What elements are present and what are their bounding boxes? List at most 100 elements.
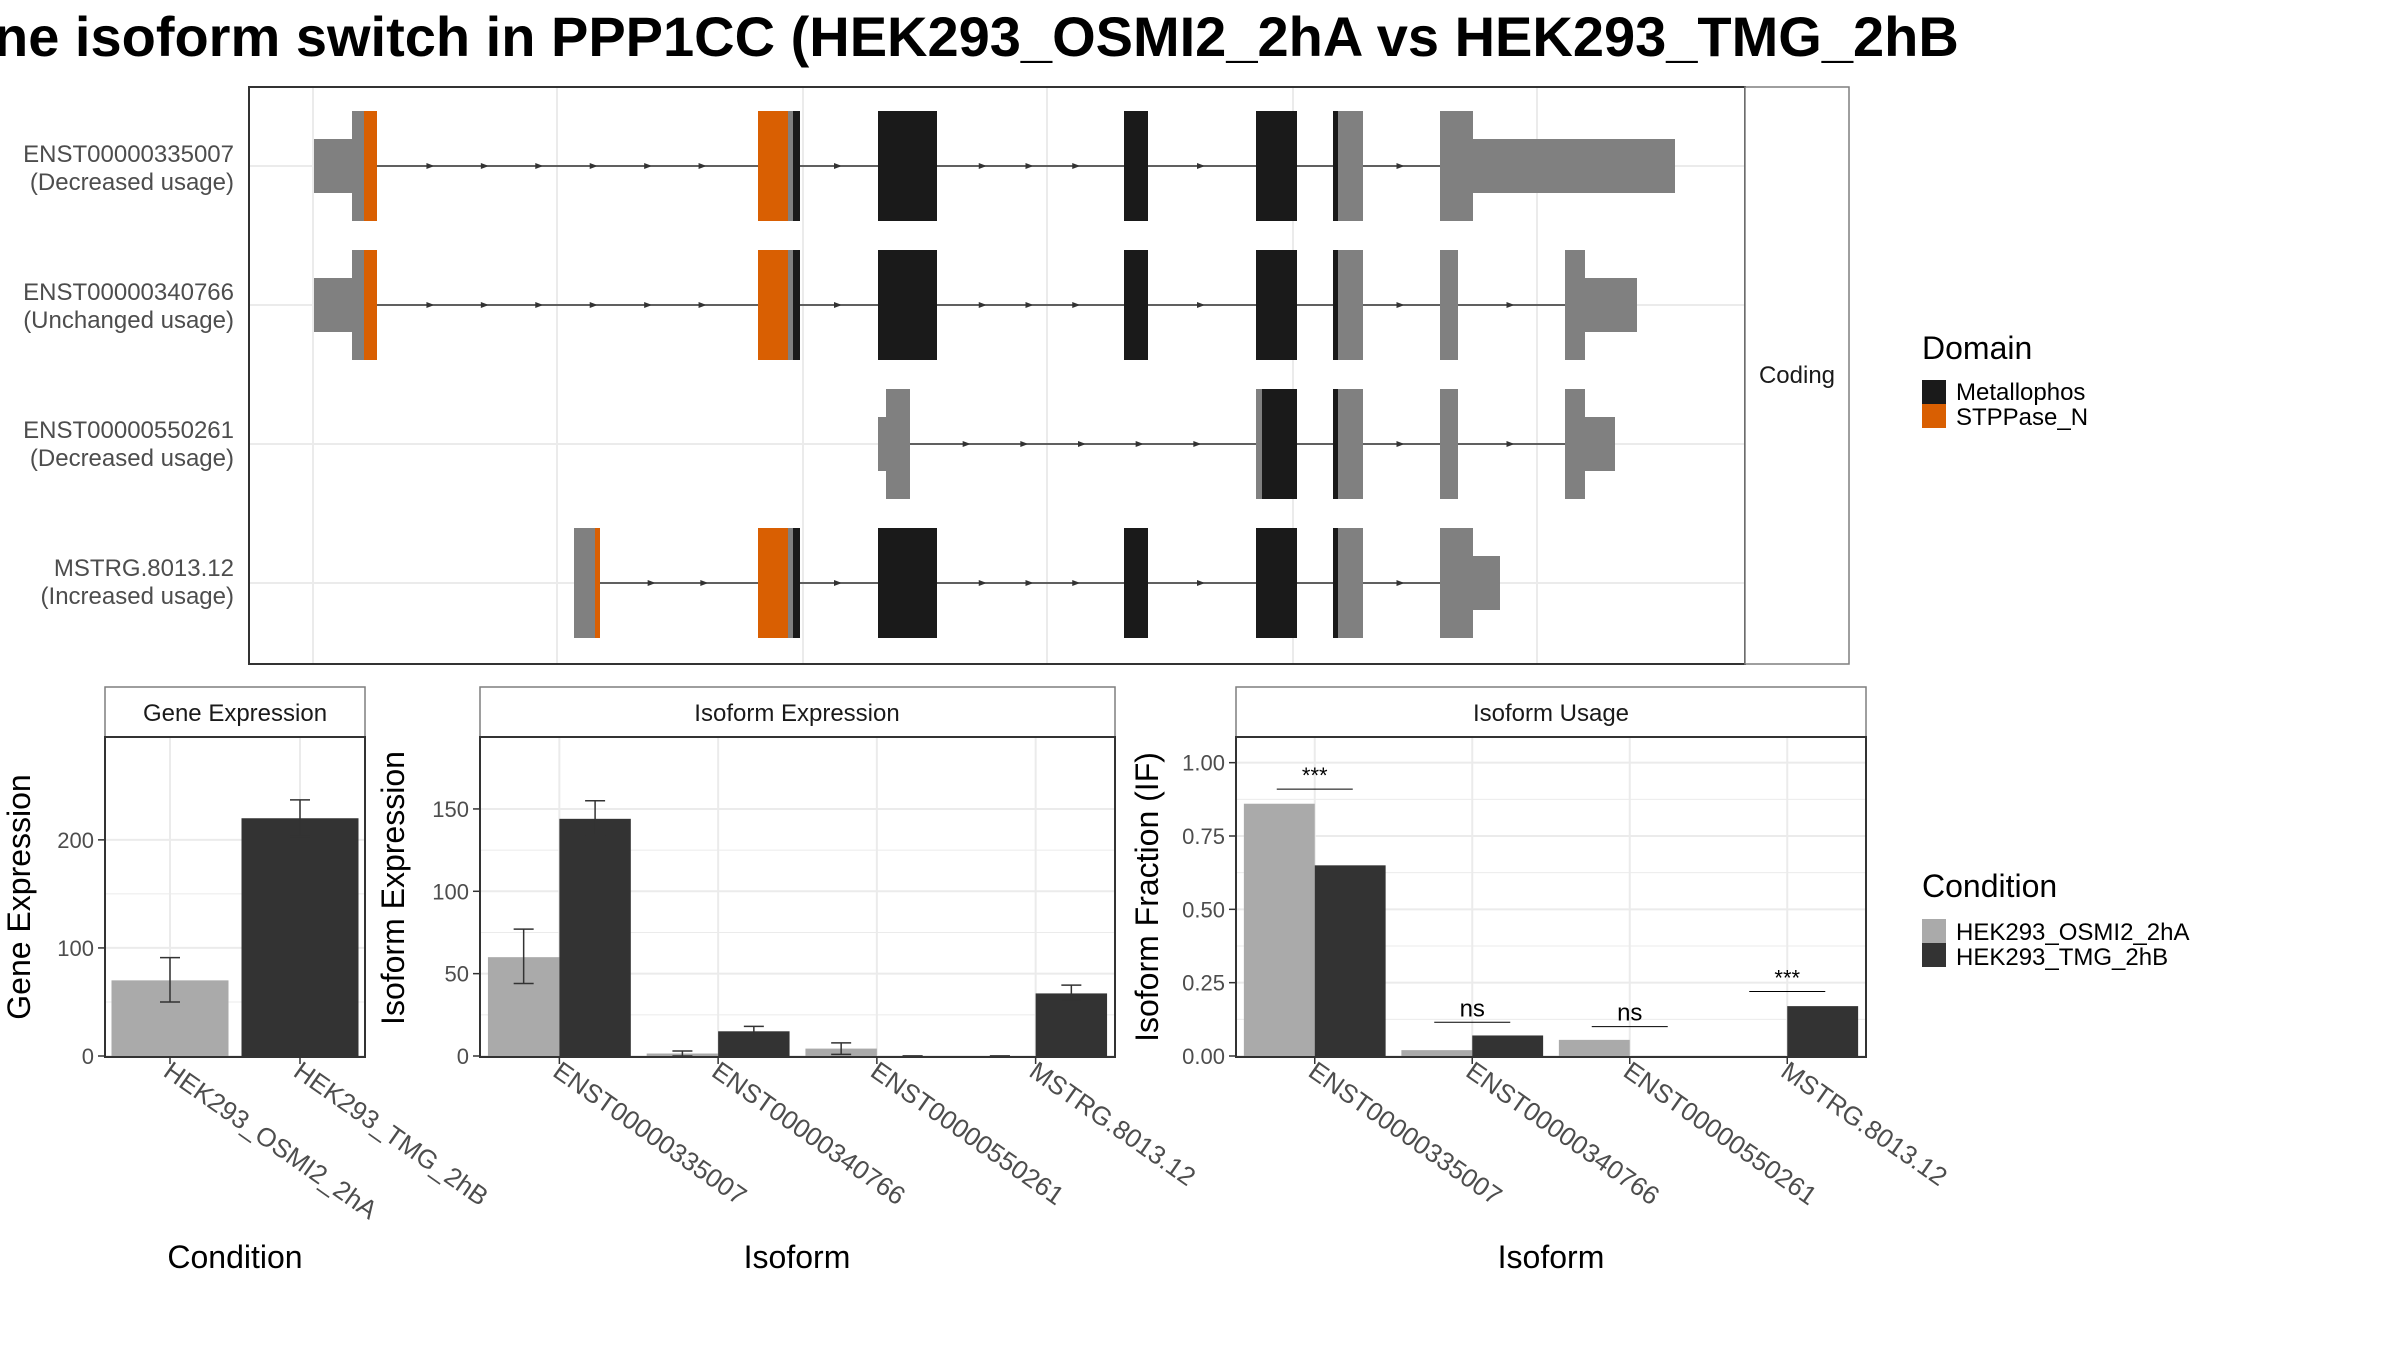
- chart-strip: [104, 686, 366, 738]
- gene-expression-chart: Gene Expression 0100200HEK293_OSMI2_2hAH…: [1, 686, 494, 1275]
- intron-arrow: [535, 302, 544, 308]
- domain-legend-title: Domain: [1922, 330, 2032, 366]
- facet-strip: [1744, 86, 1850, 665]
- legend-key-stppase: [1922, 404, 1946, 428]
- stppase-domain-block: [758, 528, 788, 638]
- y-axis-title: Isoform Fraction (IF): [1129, 752, 1165, 1042]
- metallophos-domain-block: [878, 250, 937, 360]
- figure-title: ne isoform switch in PPP1CC (HEK293_OSMI…: [0, 5, 1959, 68]
- chart-title: Isoform Usage: [1473, 700, 1629, 727]
- intron-arrow: [1506, 441, 1515, 447]
- intron-arrow: [698, 163, 707, 169]
- plot-border: [104, 736, 366, 1058]
- significance-label: ***: [1774, 965, 1800, 990]
- metallophos-domain-block: [1256, 528, 1297, 638]
- x-axis-title: Isoform: [744, 1239, 851, 1275]
- intron-arrow: [1506, 302, 1515, 308]
- metallophos-domain-block: [1262, 389, 1297, 499]
- y-axis-title: Gene Expression: [1, 774, 37, 1019]
- utr-block: [1473, 556, 1500, 610]
- legend-key-osmi2: [1922, 919, 1946, 943]
- bar: [1401, 1050, 1473, 1056]
- intron-arrow: [589, 302, 598, 308]
- y-tick-label: 1.00: [1182, 751, 1225, 776]
- intron-arrow: [426, 302, 435, 308]
- x-axis-title: Isoform: [1498, 1239, 1605, 1275]
- stppase-domain-block: [364, 250, 377, 360]
- intron-arrow: [1396, 302, 1405, 308]
- intron-arrow: [426, 163, 435, 169]
- utr-block: [788, 528, 793, 638]
- utr-block: [1338, 250, 1363, 360]
- utr-block: [1440, 250, 1458, 360]
- utr-block: [1473, 139, 1675, 193]
- utr-block: [788, 111, 793, 221]
- intron-arrow: [1025, 580, 1034, 586]
- significance-label: ***: [1302, 763, 1328, 788]
- utr-block: [574, 528, 595, 638]
- y-tick-label: 100: [57, 936, 94, 961]
- metallophos-domain-block: [793, 250, 800, 360]
- utr-block: [1338, 389, 1363, 499]
- transcript-track: [314, 111, 1675, 221]
- isoform-label-usage: (Unchanged usage): [23, 307, 234, 334]
- plot-border: [1235, 736, 1867, 1058]
- intron-arrow: [1072, 302, 1081, 308]
- intron-arrow: [698, 302, 707, 308]
- intron-arrow: [480, 163, 489, 169]
- bar: [559, 818, 631, 1056]
- utr-block: [352, 250, 364, 360]
- significance-label: ns: [1617, 1000, 1642, 1027]
- intron-arrow: [1396, 580, 1405, 586]
- condition-legend: Condition HEK293_OSMI2_2hA HEK293_TMG_2h…: [1922, 868, 2189, 971]
- plot-border: [479, 736, 1116, 1058]
- legend-key-tmg: [1922, 943, 1946, 967]
- legend-key-metallophos: [1922, 380, 1946, 404]
- isoform-label-id: MSTRG.8013.12: [54, 555, 234, 582]
- y-axis-title: Isoform Expression: [375, 751, 411, 1025]
- metallophos-domain-block: [878, 528, 937, 638]
- isoform-label-id: ENST00000335007: [23, 141, 234, 168]
- intron-arrow: [978, 580, 987, 586]
- metallophos-domain-block: [1256, 250, 1297, 360]
- utr-block: [314, 278, 352, 332]
- bar-marks: [111, 799, 359, 1056]
- intron-arrow: [700, 580, 709, 586]
- bar: [1314, 865, 1386, 1056]
- metallophos-domain-block: [1333, 111, 1338, 221]
- intron-arrow: [1072, 580, 1081, 586]
- utr-block: [1585, 417, 1615, 471]
- y-tick-label: 0.50: [1182, 897, 1225, 922]
- utr-block: [352, 111, 364, 221]
- transcript-track: [878, 389, 1615, 499]
- utr-block: [1338, 111, 1363, 221]
- utr-block: [878, 417, 886, 471]
- chart-strip: [1235, 686, 1867, 738]
- metallophos-domain-block: [1256, 111, 1297, 221]
- bar: [1787, 1006, 1859, 1056]
- stppase-domain-block: [364, 111, 377, 221]
- x-axis-title: Condition: [167, 1239, 302, 1275]
- intron-arrow: [1193, 441, 1202, 447]
- utr-block: [788, 250, 793, 360]
- intron-arrow: [1025, 302, 1034, 308]
- structure-tracks: [314, 111, 1675, 638]
- x-tick-label: MSTRG.8013.12: [1024, 1055, 1201, 1191]
- chart-title: Isoform Expression: [694, 700, 899, 727]
- legend-label-tmg: HEK293_TMG_2hB: [1956, 944, 2168, 971]
- isoform-expression-chart: Isoform Expression 050100150ENST00000335…: [375, 686, 1201, 1275]
- metallophos-domain-block: [1333, 250, 1338, 360]
- intron-arrow: [1072, 163, 1081, 169]
- metallophos-domain-block: [1124, 250, 1148, 360]
- transcript-track: [574, 528, 1500, 638]
- utr-block: [1440, 528, 1473, 638]
- y-tick-label: 100: [432, 879, 469, 904]
- y-tick-label: 0.00: [1182, 1044, 1225, 1069]
- domain-legend: Domain Metallophos STPPase_N: [1922, 330, 2088, 431]
- intron-arrow: [834, 302, 842, 308]
- facet-strip-label: Coding: [1759, 362, 1835, 389]
- utr-block: [1338, 528, 1363, 638]
- intron-arrow: [1396, 163, 1405, 169]
- metallophos-domain-block: [793, 111, 800, 221]
- utr-block: [1256, 389, 1262, 499]
